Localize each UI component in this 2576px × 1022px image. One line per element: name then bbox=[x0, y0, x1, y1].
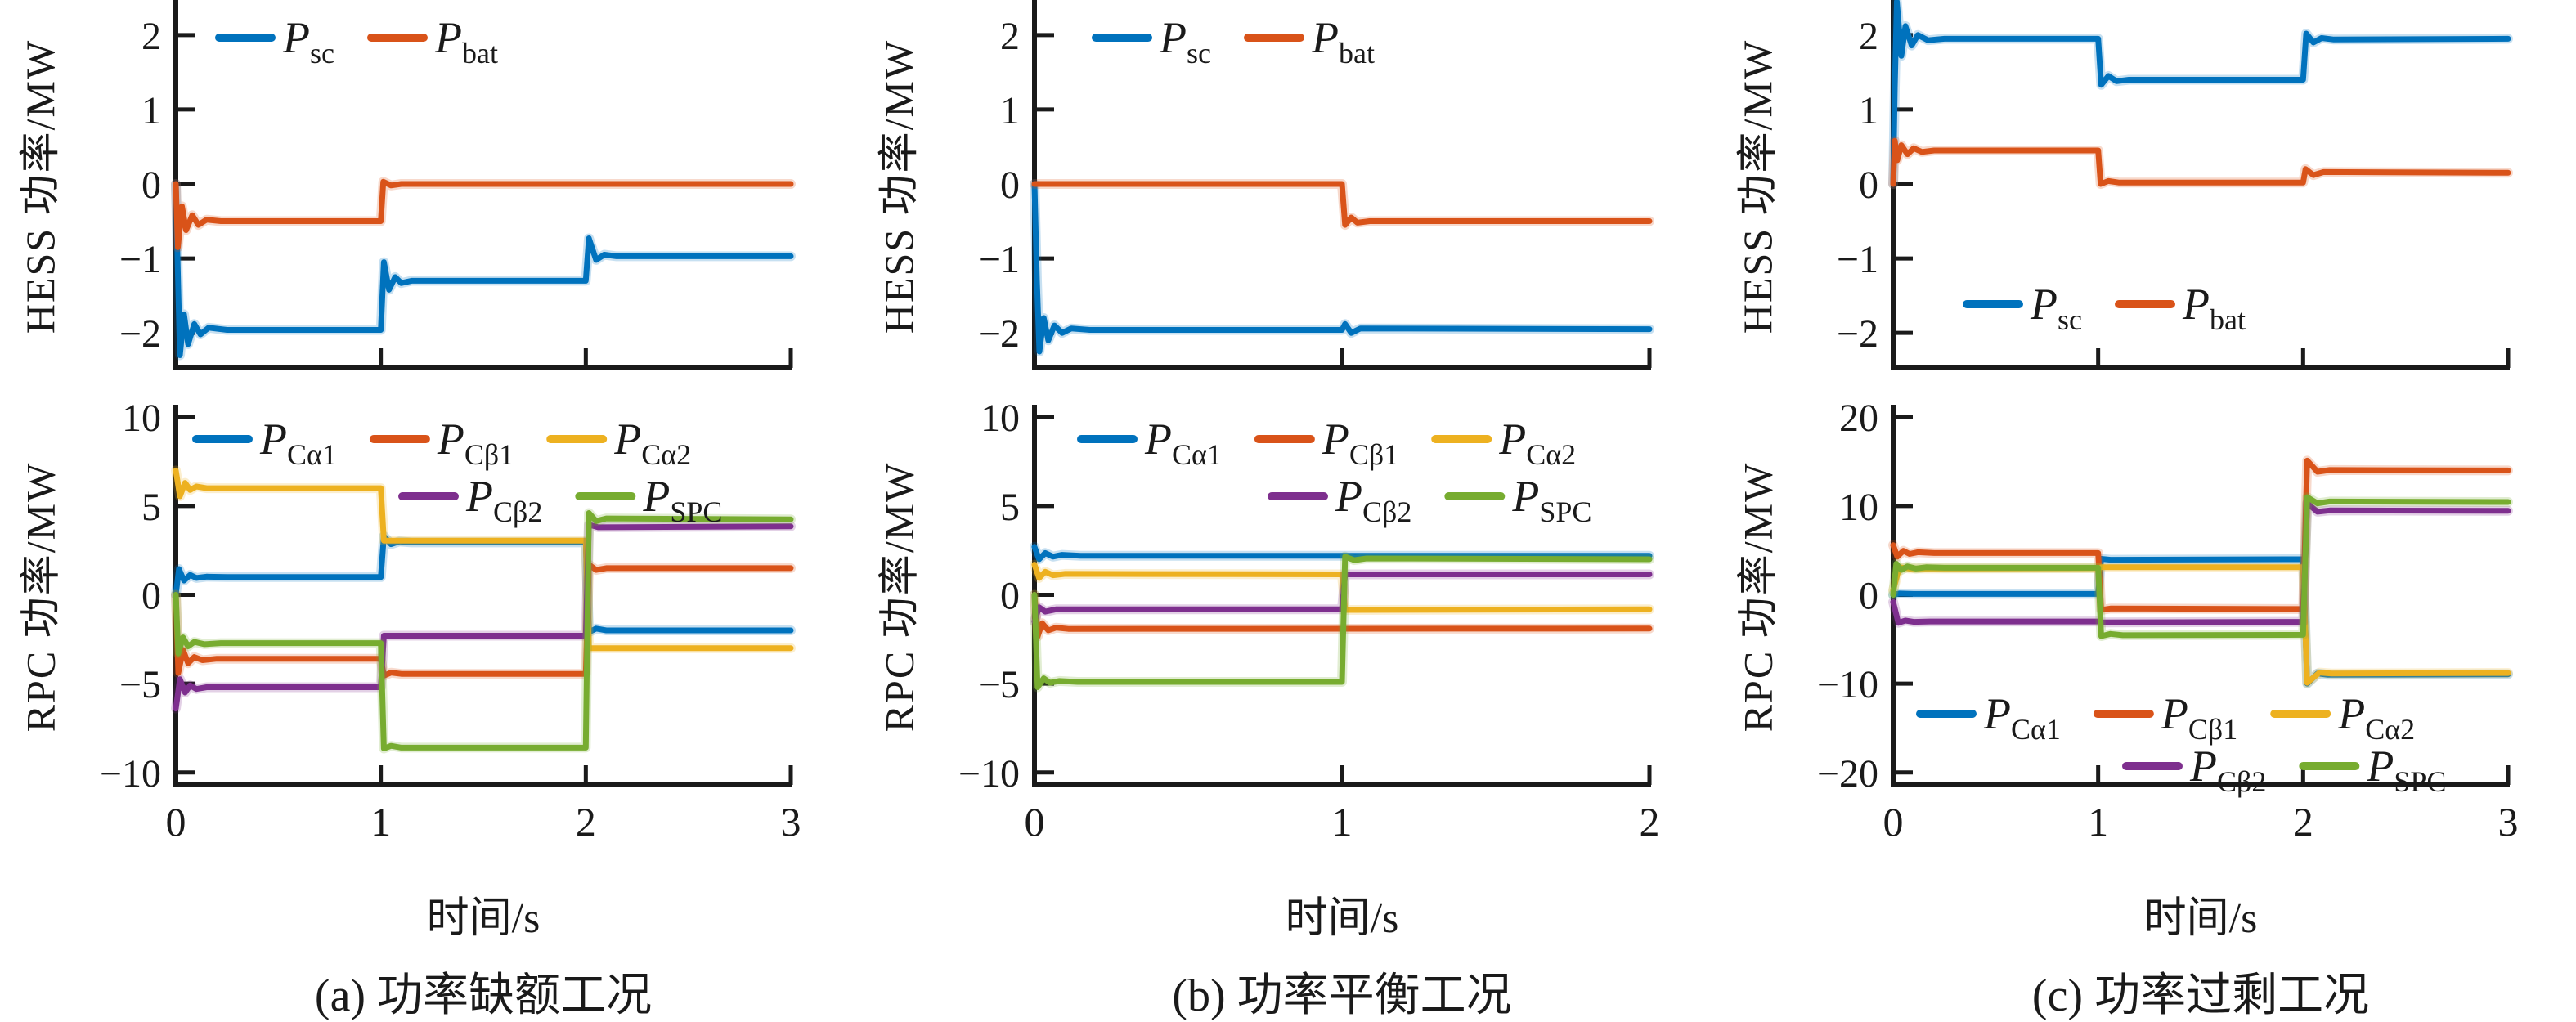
y-tick-label: 0 bbox=[1000, 575, 1020, 618]
series-line-P_Cb1 bbox=[1890, 457, 2511, 613]
series-line-P_sc bbox=[1890, 0, 2511, 187]
series-halo-P_sc bbox=[1888, 0, 2513, 189]
series-halo-P_bat bbox=[171, 177, 796, 253]
legend-label-P_SPC: PSPC bbox=[1511, 472, 1591, 528]
y-tick-label: 1 bbox=[141, 89, 161, 132]
y-tick-label: 1 bbox=[1000, 89, 1020, 132]
y-tick-label: 5 bbox=[141, 486, 161, 529]
series-line-P_Cb2 bbox=[173, 522, 794, 712]
y-tick-label: 10 bbox=[981, 397, 1020, 440]
y-tick-label: −5 bbox=[119, 663, 161, 706]
y-tick-label: −10 bbox=[100, 752, 161, 796]
x-tick-label: 1 bbox=[2088, 799, 2108, 845]
y-tick-label: 2 bbox=[1000, 15, 1020, 58]
y-tick-label: −1 bbox=[978, 238, 1020, 281]
x-tick-label: 1 bbox=[370, 799, 391, 845]
x-axis-label-c: 时间/s bbox=[2143, 895, 2258, 942]
series-halo-P_Ca1 bbox=[171, 531, 796, 638]
series-line-P_sc bbox=[173, 181, 794, 358]
legend-label-P_Ca1: PCα1 bbox=[1983, 689, 2061, 746]
chart-hess-power-a: 2 1 0 −1 −2 Psc Pbat bbox=[119, 0, 796, 370]
x-tick-label: 2 bbox=[576, 799, 596, 845]
series-line-P_bat bbox=[1890, 137, 2511, 187]
y-tick-label: −5 bbox=[978, 663, 1020, 706]
y-tick-label: −2 bbox=[978, 312, 1020, 356]
legend-label-P_Ca1: PCα1 bbox=[259, 415, 337, 471]
series-line-P_SPC bbox=[173, 510, 794, 751]
y-tick-label: −20 bbox=[1817, 752, 1878, 796]
legend-label-P_Ca2: PCα2 bbox=[2337, 689, 2415, 746]
legend-label-P_SPC: PSPC bbox=[2366, 742, 2446, 798]
legend-label-P_Ca1: PCα1 bbox=[1144, 415, 1222, 471]
y-tick-label: 10 bbox=[122, 397, 161, 440]
chart-hess-power-b: 2 1 0 −1 −2 Psc Pbat bbox=[978, 0, 1654, 370]
y-tick-label: −10 bbox=[958, 752, 1020, 796]
x-tick-label: 0 bbox=[166, 799, 186, 845]
y-tick-label: −2 bbox=[1837, 312, 1878, 356]
x-axis-label-a: 时间/s bbox=[426, 895, 541, 942]
chart-rpc-power-c: 0 1 2 3 20 10 0 −10 −20 PCα1 PCβ1 PCα2 PCβ2 PSPC bbox=[1817, 397, 2519, 845]
legend-label-P_Cb2: PCβ2 bbox=[465, 472, 542, 528]
chart-rpc-power-a: 0 1 2 3 10 5 0 −5 −10 PCα1 PCβ1 PCα2 PCβ2 PSPC bbox=[100, 397, 801, 845]
y-tick-label: −2 bbox=[119, 312, 161, 356]
legend-label-P_SPC: PSPC bbox=[642, 472, 722, 528]
chart-rpc-power-b: 0 1 2 10 5 0 −5 −10 PCα1 PCβ1 PCα2 PCβ2 PSPC bbox=[958, 397, 1660, 845]
legend-label-P_Cb1: PCβ1 bbox=[437, 415, 514, 471]
series-line-P_Ca1 bbox=[1031, 544, 1653, 563]
series-halo-P_bat bbox=[1888, 136, 2513, 189]
legend-label-P_Cb2: PCβ2 bbox=[1335, 472, 1411, 528]
legend-label-P_sc: Psc bbox=[282, 13, 334, 69]
legend-label-P_bat: Pbat bbox=[1311, 13, 1375, 69]
y-tick-label: 2 bbox=[1859, 15, 1878, 58]
y-tick-label: 20 bbox=[1839, 397, 1878, 440]
y-tick-label: 1 bbox=[1859, 89, 1878, 132]
legend-label-P_bat: Pbat bbox=[434, 13, 498, 69]
series-line-P_Ca1 bbox=[173, 533, 794, 635]
legend-label-P_Cb1: PCβ1 bbox=[1322, 415, 1398, 471]
y-tick-label: 0 bbox=[1859, 575, 1878, 618]
series-line-P_SPC bbox=[1890, 494, 2511, 639]
y-tick-label: 0 bbox=[1859, 164, 1878, 207]
series-line-P_bat bbox=[173, 178, 794, 250]
legend-label-P_Ca2: PCα2 bbox=[613, 415, 691, 471]
x-tick-label: 0 bbox=[1883, 799, 1904, 845]
y-tick-label: −1 bbox=[119, 238, 161, 281]
x-axis-label-b: 时间/s bbox=[1285, 895, 1399, 942]
x-tick-label: 2 bbox=[1640, 799, 1660, 845]
series-halo-P_Cb2 bbox=[171, 519, 796, 714]
chart-hess-power-c: 2 1 0 −1 −2 Psc Pbat bbox=[1837, 0, 2513, 370]
legend-label-P_Cb1: PCβ1 bbox=[2161, 689, 2237, 746]
series-line-P_bat bbox=[1031, 181, 1653, 228]
legend-label-P_sc: Psc bbox=[1159, 13, 1211, 69]
caption-b: (b) 功率平衡工况 bbox=[1172, 970, 1512, 1021]
caption-a: (a) 功率缺额工况 bbox=[314, 970, 653, 1021]
series-halo-P_Cb1 bbox=[1888, 455, 2513, 615]
y-tick-label: −10 bbox=[1817, 663, 1878, 706]
y-tick-label: 10 bbox=[1839, 486, 1878, 529]
legend-label-P_Ca2: PCα2 bbox=[1498, 415, 1576, 471]
y-tick-label: 0 bbox=[1000, 164, 1020, 207]
legend-label-P_Cb2: PCβ2 bbox=[2189, 742, 2266, 798]
y-tick-label: 2 bbox=[141, 15, 161, 58]
x-tick-label: 0 bbox=[1025, 799, 1045, 845]
y-tick-label: 5 bbox=[1000, 486, 1020, 529]
x-tick-label: 3 bbox=[2498, 799, 2519, 845]
series-line-P_sc bbox=[1031, 181, 1653, 355]
x-tick-label: 3 bbox=[781, 799, 801, 845]
legend-label-P_sc: Psc bbox=[2030, 280, 2082, 336]
series-line-P_SPC bbox=[1031, 554, 1653, 690]
legend-label-P_bat: Pbat bbox=[2182, 280, 2246, 336]
y-tick-label: 0 bbox=[141, 575, 161, 618]
y-tick-label: −1 bbox=[1837, 238, 1878, 281]
x-tick-label: 2 bbox=[2293, 799, 2313, 845]
x-tick-label: 1 bbox=[1332, 799, 1353, 845]
y-tick-label: 0 bbox=[141, 164, 161, 207]
caption-c: (c) 功率过剩工况 bbox=[2031, 970, 2370, 1021]
